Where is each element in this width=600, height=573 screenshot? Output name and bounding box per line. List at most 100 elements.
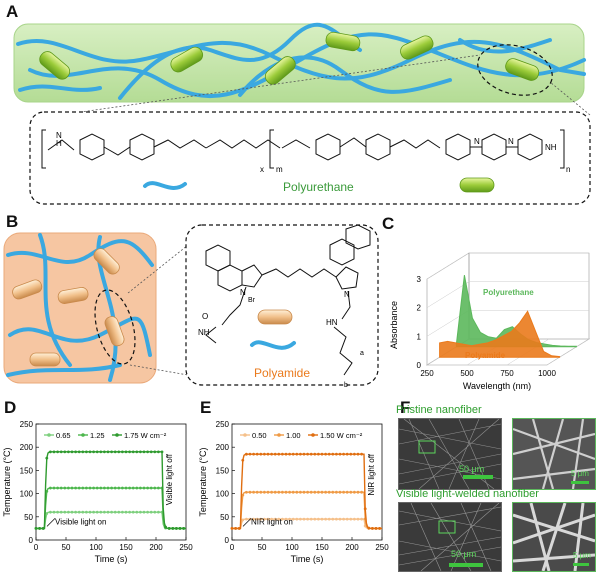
struct-b-nh: NH: [198, 328, 210, 337]
chart-d-point: [178, 527, 182, 530]
chart-e-point: [241, 493, 245, 497]
chart-d-point: [113, 450, 117, 454]
chart-d-point: [67, 486, 70, 490]
chart-e-point: [338, 490, 342, 494]
panel-a-background: [13, 23, 585, 103]
structure-box-b: [185, 224, 379, 386]
chart-d-point: [164, 525, 168, 529]
chart-e-point: [302, 452, 306, 456]
chart-e-point: [342, 452, 345, 456]
sem-welded-zoom-texture: [513, 503, 595, 571]
chart-e-point: [327, 517, 331, 521]
chart-e-point: [288, 517, 291, 521]
chart-e-annot-on: NIR light on: [251, 517, 293, 526]
polyamide-fibers: [6, 233, 154, 382]
chart-e-point: [255, 452, 259, 456]
chart-e-point: [367, 526, 371, 530]
chart-e-point: [313, 452, 317, 456]
chart-d-xtick: 0: [34, 543, 39, 552]
chart-e-xtick: 0: [230, 543, 235, 552]
chart-e-point: [273, 452, 277, 456]
chart-d-point: [95, 510, 99, 514]
chart-e-point: [309, 490, 313, 494]
chart-e-point: [259, 517, 263, 521]
chart-d-ytick: 250: [20, 420, 34, 429]
chart-d-point: [128, 486, 132, 490]
chart-e-point: [331, 517, 335, 521]
chart-d-point: [106, 486, 110, 490]
chart-d-point: [70, 450, 74, 454]
chart-e-ytick: 250: [216, 420, 230, 429]
chart-e-point: [342, 517, 345, 521]
chart-d-point: [110, 486, 113, 490]
chart-d-point: [85, 486, 88, 490]
chart-d-point: [63, 510, 67, 514]
chart-d-point: [146, 486, 150, 490]
chart-d-point: [128, 450, 132, 454]
chart-e-point: [255, 517, 259, 521]
chart-d-xtick: 250: [179, 543, 193, 552]
chart-e-point: [270, 452, 273, 456]
chart-d-plot-frame: [35, 423, 187, 541]
struct-a-n-left: N: [56, 131, 62, 140]
chart-e-point: [345, 490, 349, 494]
chart-d-point: [49, 486, 52, 490]
chart-d-point: [146, 450, 150, 454]
chart-d-point: [175, 527, 178, 530]
chart-e-point: [288, 490, 291, 494]
chart-e-ytick: 200: [216, 443, 230, 452]
chart-d-point: [157, 450, 160, 454]
chart-e-point: [295, 490, 299, 494]
chart-e-point: [360, 517, 363, 521]
chart-e-point: [356, 490, 360, 494]
chart-d-ytick: 150: [20, 466, 34, 475]
chart-d-point: [103, 510, 106, 514]
zoom-line-b-top: [127, 244, 189, 294]
chart-c-ygrid-side: [426, 281, 470, 308]
chart-e-point: [324, 490, 327, 494]
chart-e-legend-label: 1.00: [286, 431, 301, 440]
chart-d-point: [81, 510, 85, 514]
chart-e-point: [320, 452, 324, 456]
chart-e-point: [324, 517, 327, 521]
chart-e-point: [317, 452, 320, 456]
chart-e-point: [266, 517, 270, 521]
chart-e-annot-on-arrow: [242, 518, 252, 527]
chart-d-point: [52, 450, 56, 454]
f-top-scale: 50 μm: [459, 464, 485, 474]
chart-e-point: [281, 452, 284, 456]
polyurethane-structure: [41, 129, 565, 169]
chart-c-label-polyamide: Polyamide: [465, 351, 506, 360]
chart-c-label-polyurethane: Polyurethane: [483, 288, 534, 297]
chart-e-point: [273, 517, 277, 521]
chart-e-point: [266, 452, 270, 456]
chart-d-legend-label: 1.25: [90, 431, 105, 440]
chart-d-point: [88, 510, 92, 514]
sem-welded-zoom: 5 μm: [512, 502, 596, 572]
chart-d-point: [56, 486, 59, 490]
struct-b-a: a: [360, 350, 364, 357]
chart-d-point: [171, 526, 175, 530]
chart-e-legend-marker: [277, 433, 281, 437]
chart-e-point: [327, 452, 331, 456]
chart-e-point: [241, 458, 245, 462]
chart-d-point: [121, 510, 124, 514]
chart-d-point: [77, 486, 81, 490]
zoom-circle-a: [477, 44, 553, 96]
chart-d-point: [153, 510, 157, 514]
chart-e-point: [252, 452, 255, 456]
panel-b-figure: N Br N HN NH O a b Polyamide: [3, 224, 379, 389]
chart-c-ygrid-side: [426, 252, 470, 280]
chart-d-point: [139, 450, 142, 454]
chart-d-point: [67, 450, 70, 454]
chart-e-ytick: 150: [216, 466, 230, 475]
legend-fiber-b: [250, 340, 296, 350]
struct-b-b: b: [344, 382, 348, 389]
chart-e-point: [299, 517, 302, 521]
chart-d-point: [157, 486, 160, 490]
chart-e-point: [263, 517, 266, 521]
chart-d-xtick: 150: [119, 543, 133, 552]
chart-d-ytick: 50: [24, 513, 33, 522]
struct-a-nh: NH: [545, 143, 557, 152]
chart-c-xtick: 750: [500, 369, 514, 378]
